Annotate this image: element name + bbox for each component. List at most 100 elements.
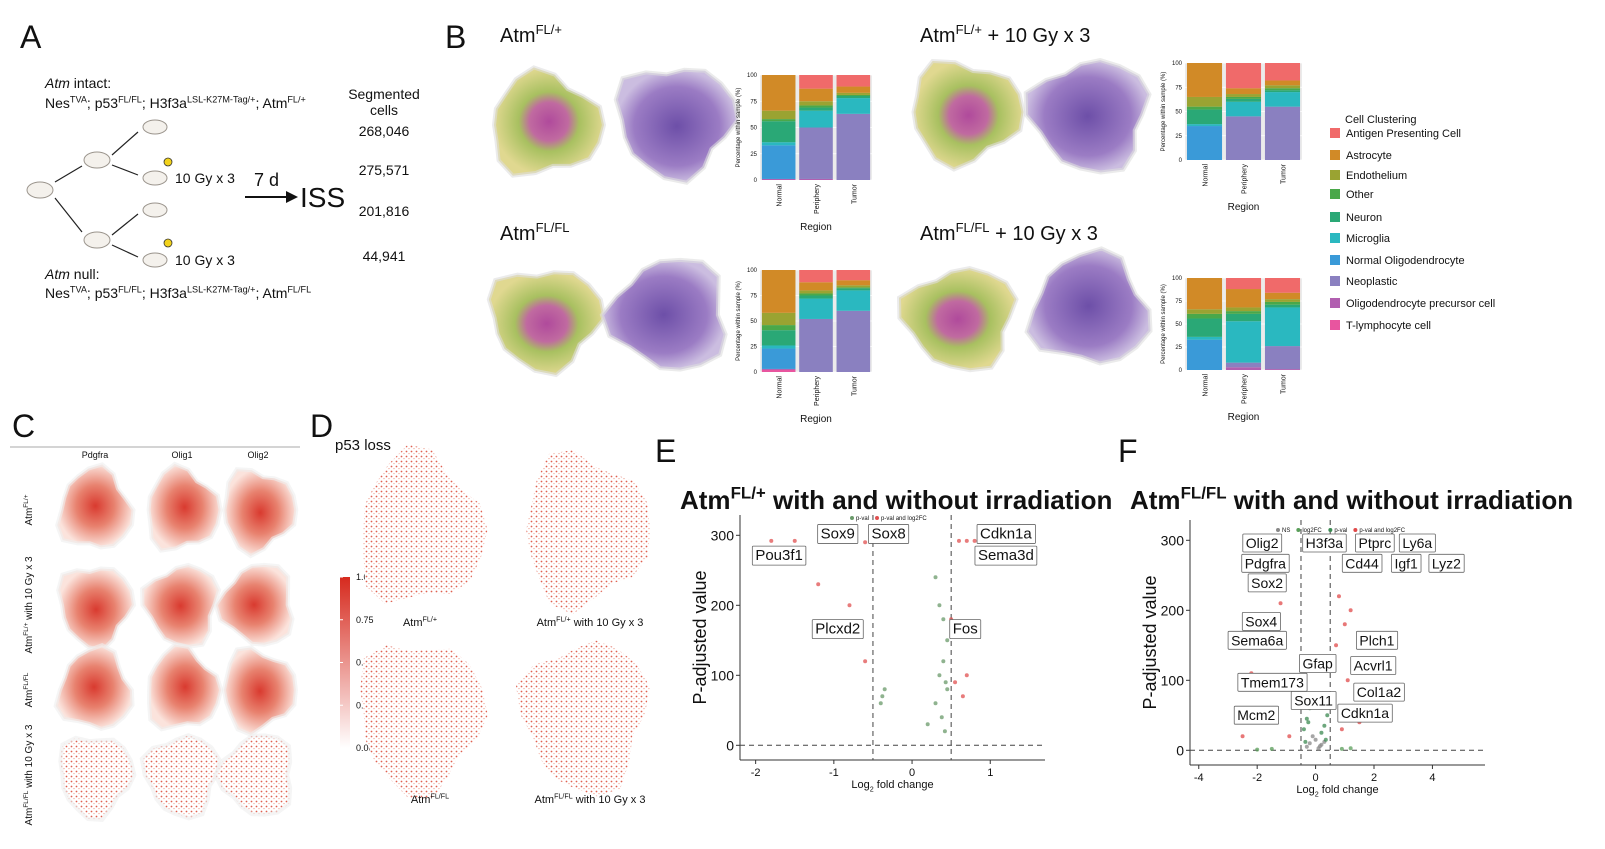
y-tick-label: 50 [750, 319, 757, 325]
bar-segment [799, 107, 833, 111]
legend-entry: p-val and log2FC [881, 516, 927, 522]
bar-segment [799, 127, 833, 179]
legend-marker [875, 516, 880, 520]
text-part: Atm [500, 25, 536, 47]
tissue-image [613, 67, 741, 185]
bar-segment [799, 110, 833, 128]
bar-segment [799, 178, 833, 180]
bar-segment [761, 178, 796, 180]
text-part: Atm [24, 508, 35, 526]
text-part: ; p53 [87, 285, 118, 301]
bar-segment [1186, 309, 1223, 314]
counts-header: cells [370, 102, 398, 118]
legend-entry: p-val [856, 516, 869, 522]
x-tick-label: 0 [1313, 772, 1319, 784]
y-tick-label: 300 [1161, 532, 1185, 548]
text-part: Nes [45, 285, 70, 301]
text-part: 2 [870, 785, 874, 793]
gene-label-box [1242, 533, 1283, 553]
bar-segment [1186, 313, 1223, 319]
text-part: FL/+ [23, 494, 30, 507]
x-tick-label: Tumor [851, 183, 858, 204]
chart-title: AtmFL/FL + 10 Gy x 3 [920, 220, 1098, 245]
x-axis-label: Log2 fold change [851, 779, 933, 793]
text-part: intact: [70, 75, 111, 91]
bar-segment [799, 75, 833, 89]
legend-swatch [1330, 150, 1340, 160]
data-point [1334, 643, 1339, 648]
text-part: FL/FL [118, 94, 142, 104]
legend-entry: Neoplastic [1346, 276, 1398, 288]
bar-segment [836, 270, 871, 281]
y-tick-label: 75 [750, 294, 757, 300]
gene-label-box [1299, 654, 1337, 673]
bar-segment [1264, 307, 1301, 347]
legend-marker [1353, 528, 1358, 532]
text-part: TVA [70, 94, 88, 104]
text-part: + 10 Gy x 3 [982, 25, 1090, 47]
text-part: Atm [403, 617, 423, 629]
gene-label: Sox9 [821, 525, 855, 542]
gene-label: Plcxd2 [815, 621, 860, 638]
bar-segment [799, 282, 833, 291]
y-axis-label: Percentage within sample (%) [736, 88, 742, 168]
bar-segment [761, 110, 796, 120]
y-tick-label: 75 [1175, 299, 1182, 305]
legend-swatch [1330, 320, 1340, 330]
text-part: FL/FL [956, 220, 990, 235]
schematic-arrows [54, 131, 139, 258]
data-point [863, 540, 868, 545]
tissue-image [212, 733, 293, 817]
text-part: Log [1296, 784, 1314, 796]
cell-count: 268,046 [359, 123, 410, 139]
data-point [816, 582, 821, 587]
y-tick-label: 50 [1175, 110, 1182, 116]
legend-swatch [1330, 276, 1340, 286]
bar-segment [1264, 299, 1301, 302]
colorbar-label: 0.75 [356, 615, 374, 625]
bar-segment [1186, 336, 1223, 340]
text-part: Log [851, 779, 869, 791]
gene-label-box [1341, 553, 1383, 573]
x-axis-label: Log2 fold change [1296, 784, 1378, 798]
gene-label-box [1391, 553, 1422, 573]
gene-label: Gfap [1302, 655, 1333, 671]
row-label: AtmFL/+ [23, 494, 35, 525]
bar-segment [1225, 98, 1262, 102]
data-point [937, 673, 942, 678]
tissue-image [58, 735, 137, 822]
bar-segment [761, 312, 796, 326]
iss-arrow [245, 191, 298, 203]
y-tick-label: 75 [1175, 85, 1182, 91]
column-header: Olig2 [247, 450, 268, 460]
sample-label: AtmFL/FL with 10 Gy x 3 [535, 793, 646, 806]
bar-segment [1264, 90, 1301, 93]
bar-segment [836, 113, 871, 180]
y-axis-label: Percentage within sample (%) [1161, 72, 1167, 152]
text-part: + 10 Gy x 3 [990, 223, 1098, 245]
text-part: with and without irradiation [1227, 485, 1574, 515]
bar-segment [1225, 362, 1262, 368]
tissue-image [526, 450, 651, 615]
bar-segment [1264, 292, 1301, 300]
gene-label-box [1241, 612, 1281, 631]
bar-segment [1186, 96, 1223, 107]
bar-segment [761, 369, 796, 372]
text-part: FL/+ [287, 94, 305, 104]
radiation-icons [163, 157, 173, 248]
bar-segment [1225, 289, 1262, 308]
y-tick-label: 100 [1172, 61, 1183, 67]
data-point [964, 538, 969, 543]
text-part: Atm [500, 223, 536, 245]
text-part: Atm [537, 617, 557, 629]
data-point [792, 538, 797, 543]
tissue-image [213, 562, 295, 647]
legend-entry: Neuron [1346, 212, 1382, 224]
gene-label-box [949, 619, 982, 640]
bar-segment [1225, 88, 1262, 95]
data-point [972, 538, 977, 543]
sample-label: AtmFL/FL [411, 793, 449, 806]
data-point [953, 680, 958, 685]
gene-label: Fos [953, 621, 978, 638]
y-tick-label: 100 [711, 667, 735, 683]
